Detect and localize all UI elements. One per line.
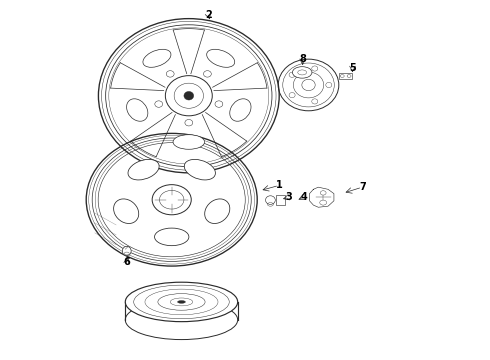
Ellipse shape (155, 101, 163, 107)
Text: 7: 7 (359, 182, 366, 192)
Ellipse shape (143, 49, 171, 67)
Ellipse shape (184, 91, 194, 100)
Ellipse shape (203, 71, 211, 77)
Ellipse shape (266, 196, 275, 204)
Ellipse shape (215, 101, 223, 107)
Text: 3: 3 (286, 192, 293, 202)
Ellipse shape (185, 120, 193, 126)
Ellipse shape (230, 99, 251, 121)
Ellipse shape (166, 71, 174, 77)
Ellipse shape (347, 75, 351, 77)
Bar (339, 73, 352, 79)
Ellipse shape (205, 199, 230, 224)
Text: 8: 8 (299, 54, 306, 64)
Text: 6: 6 (123, 257, 130, 267)
Ellipse shape (177, 301, 185, 303)
Bar (276, 195, 285, 205)
Ellipse shape (289, 72, 295, 77)
Ellipse shape (312, 66, 318, 71)
Text: 2: 2 (205, 10, 212, 20)
Ellipse shape (326, 82, 332, 87)
Ellipse shape (207, 49, 235, 67)
Ellipse shape (320, 200, 327, 205)
Ellipse shape (320, 191, 326, 195)
Text: 4: 4 (300, 192, 307, 202)
Ellipse shape (125, 282, 238, 321)
Ellipse shape (154, 228, 189, 246)
Ellipse shape (312, 99, 318, 104)
Ellipse shape (173, 135, 204, 149)
Ellipse shape (340, 75, 344, 77)
Ellipse shape (289, 93, 295, 98)
Text: 1: 1 (276, 180, 283, 190)
Ellipse shape (293, 67, 312, 78)
Ellipse shape (298, 70, 307, 75)
Ellipse shape (126, 99, 148, 121)
Text: 5: 5 (349, 63, 356, 73)
Ellipse shape (122, 246, 131, 256)
Ellipse shape (184, 159, 216, 180)
Ellipse shape (114, 199, 139, 224)
Ellipse shape (128, 159, 159, 180)
